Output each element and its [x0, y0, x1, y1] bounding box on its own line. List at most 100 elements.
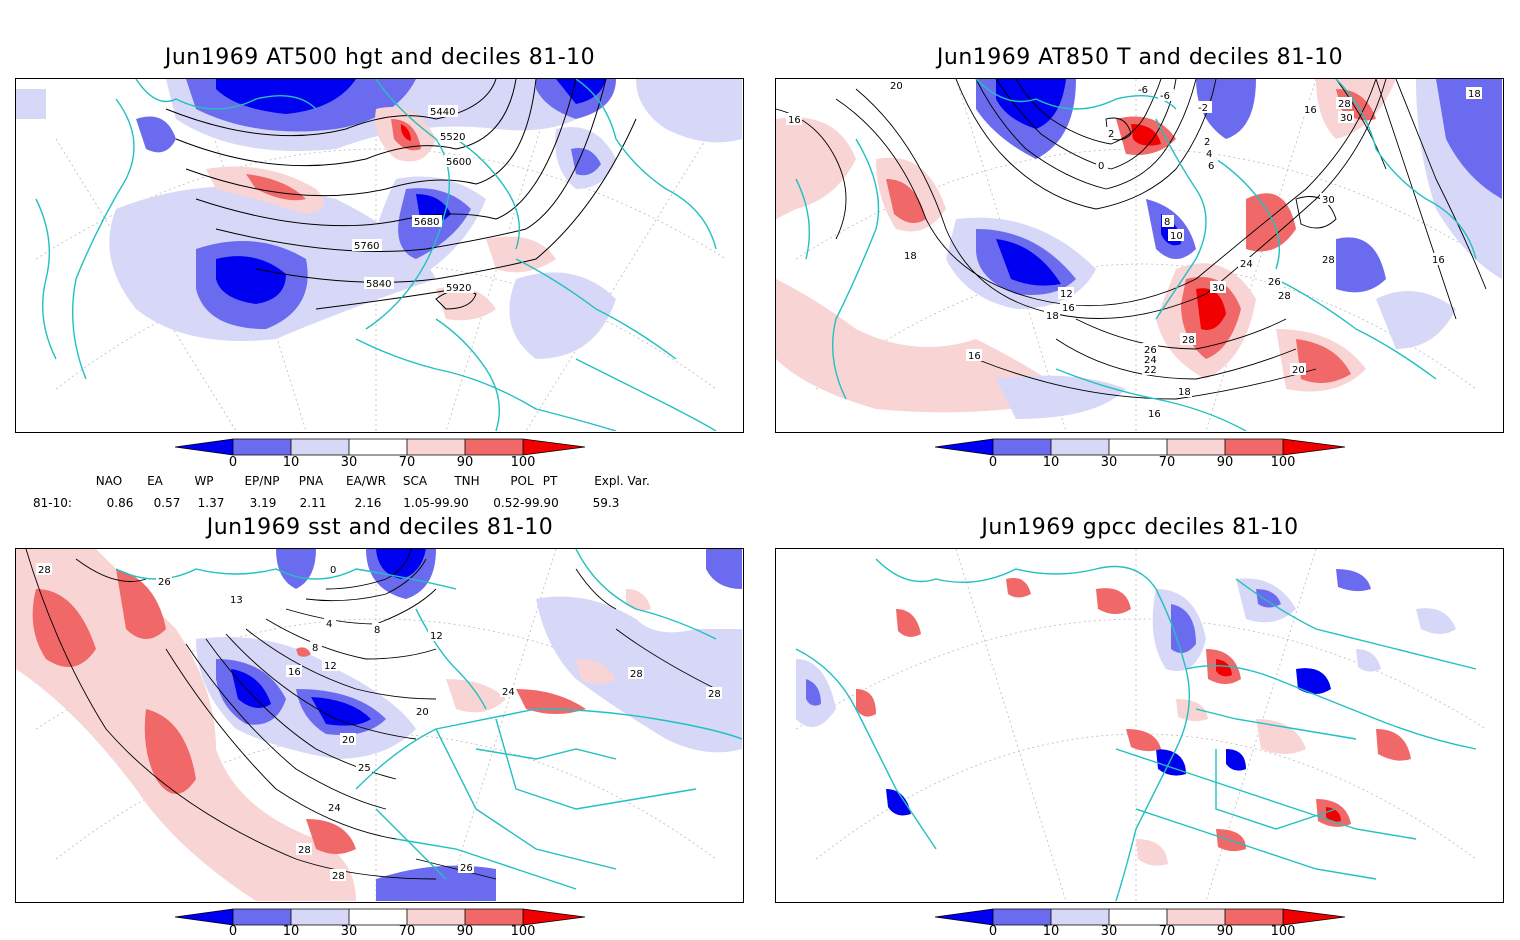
colorbar-1-tick: 30: [340, 455, 358, 470]
contour-label: 16: [788, 115, 801, 126]
colorbar-segment-0: [935, 439, 993, 455]
contour-label: 26: [1144, 345, 1157, 356]
colorbar-3-tick: 70: [398, 924, 416, 939]
map-panel-2: 20 16 -6 -6 2 0 -2 2 4 6 16 28 30 18 18 …: [775, 78, 1504, 433]
contour-label: 30: [1340, 113, 1353, 124]
colorbar-segment-0: [935, 909, 993, 925]
contour-label: 8: [374, 625, 380, 636]
colorbar-segment-90: [1225, 439, 1283, 455]
contour-label: 18: [1046, 311, 1059, 322]
contour-label: 28: [298, 845, 311, 856]
colorbar-4-tick: 100: [1270, 924, 1296, 939]
panel-3-title: Jun1969 sst and deciles 81-10: [206, 515, 554, 540]
colorbar-2-tick: 90: [1216, 455, 1234, 470]
index-header: EA/WR: [345, 474, 387, 488]
contour-labels: 28 26 13 0 4 8 12 16 8 12 20 24 20 25 24…: [36, 563, 722, 882]
colorbar-segment-10: [993, 439, 1051, 455]
contour-label: 28: [1322, 255, 1335, 266]
colorbar-segment-100: [1283, 439, 1345, 455]
colorbar-segment-30: [1051, 439, 1109, 455]
contour-label: 12: [430, 631, 443, 642]
colorbar-1-tick: 70: [398, 455, 416, 470]
colorbar-segment-10: [993, 909, 1051, 925]
contour-label: 8: [312, 643, 318, 654]
contour-label: 28: [1182, 335, 1195, 346]
shading: [16, 79, 742, 359]
contour-label: 16: [1062, 303, 1075, 314]
colorbar-segment-100: [523, 439, 585, 455]
contour-label: 13: [230, 595, 243, 606]
contour-label: 5680: [414, 217, 439, 228]
colorbar-4-tick: 90: [1216, 924, 1234, 939]
colorbar-segment-70: [1167, 439, 1225, 455]
colorbar-2-tick: 70: [1158, 455, 1176, 470]
index-header: POL: [510, 474, 534, 488]
contour-label: 16: [288, 667, 301, 678]
index-value: 0.86: [106, 496, 134, 510]
contour-label: 26: [158, 577, 171, 588]
contour-label: 10: [1170, 231, 1183, 242]
coastlines: [115, 549, 742, 890]
colorbar-segment-90: [1225, 909, 1283, 925]
colorbar-segment-70: [407, 439, 465, 455]
index-value: 0.57: [153, 496, 181, 510]
contour-label: 28: [38, 565, 51, 576]
colorbar-4: [935, 908, 1346, 926]
contour-label: 5600: [446, 157, 471, 168]
index-header: PT: [542, 474, 558, 488]
contour-label: 5520: [440, 132, 465, 143]
colorbar-segment-0: [175, 909, 233, 925]
contour-label: -2: [1198, 103, 1208, 114]
contour-label: 28: [1338, 99, 1351, 110]
contour-labels: 5440 5520 5600 5680 5760 5840 5920: [352, 105, 474, 294]
contour-label: 24: [328, 803, 341, 814]
index-value: 2.11: [299, 496, 327, 510]
colorbar-4-tick: 10: [1042, 924, 1060, 939]
coastlines: [35, 79, 717, 431]
contour-label: 16: [1304, 105, 1317, 116]
colorbar-segment-90: [465, 909, 523, 925]
contour-label: 5840: [366, 279, 391, 290]
contour-label: 5920: [446, 283, 471, 294]
colorbar-segment-30: [291, 909, 349, 925]
coastlines: [795, 79, 1477, 431]
contour-label: 20: [342, 735, 355, 746]
index-value: 59.3: [592, 496, 620, 510]
contour-label: 5760: [354, 241, 379, 252]
index-value: 1.05-99.90: [403, 496, 469, 510]
contours: [165, 79, 637, 310]
contour-label: 22: [1144, 365, 1157, 376]
colorbar-1: [175, 438, 586, 456]
colorbar-2: [935, 438, 1346, 456]
contour-label: 0: [1098, 161, 1104, 172]
colorbar-3-tick: 0: [228, 924, 238, 939]
colorbar-1-tick: 10: [282, 455, 300, 470]
colorbar-segment-100: [523, 909, 585, 925]
contour-label: 4: [1206, 149, 1212, 160]
contour-label: 28: [708, 689, 721, 700]
contour-label: 26: [1268, 277, 1281, 288]
colorbar-1-tick: 90: [456, 455, 474, 470]
contour-label: 12: [324, 661, 337, 672]
index-header: SCA: [402, 474, 428, 488]
index-value: 2.16: [354, 496, 382, 510]
grid-lines: [795, 549, 1487, 901]
shading: [16, 549, 742, 901]
colorbar-segment-30: [291, 439, 349, 455]
contour-label: 30: [1322, 195, 1335, 206]
contour-label: 30: [1212, 283, 1225, 294]
colorbar-segment-0: [175, 439, 233, 455]
coastlines: [795, 558, 1477, 901]
contour-label: 16: [968, 351, 981, 362]
contour-label: 28: [630, 669, 643, 680]
contour-label: 5440: [430, 107, 455, 118]
panel-1-title: Jun1969 AT500 hgt and deciles 81-10: [164, 45, 596, 70]
index-value: 0.52-99.90: [493, 496, 559, 510]
index-value: 1.37: [197, 496, 225, 510]
colorbar-2-tick: 10: [1042, 455, 1060, 470]
colorbar-segment-70: [407, 909, 465, 925]
contour-label: -6: [1138, 85, 1148, 96]
panel-4-title: Jun1969 gpcc deciles 81-10: [981, 515, 1299, 540]
contour-label: 20: [890, 81, 903, 92]
contour-label: 28: [332, 871, 345, 882]
